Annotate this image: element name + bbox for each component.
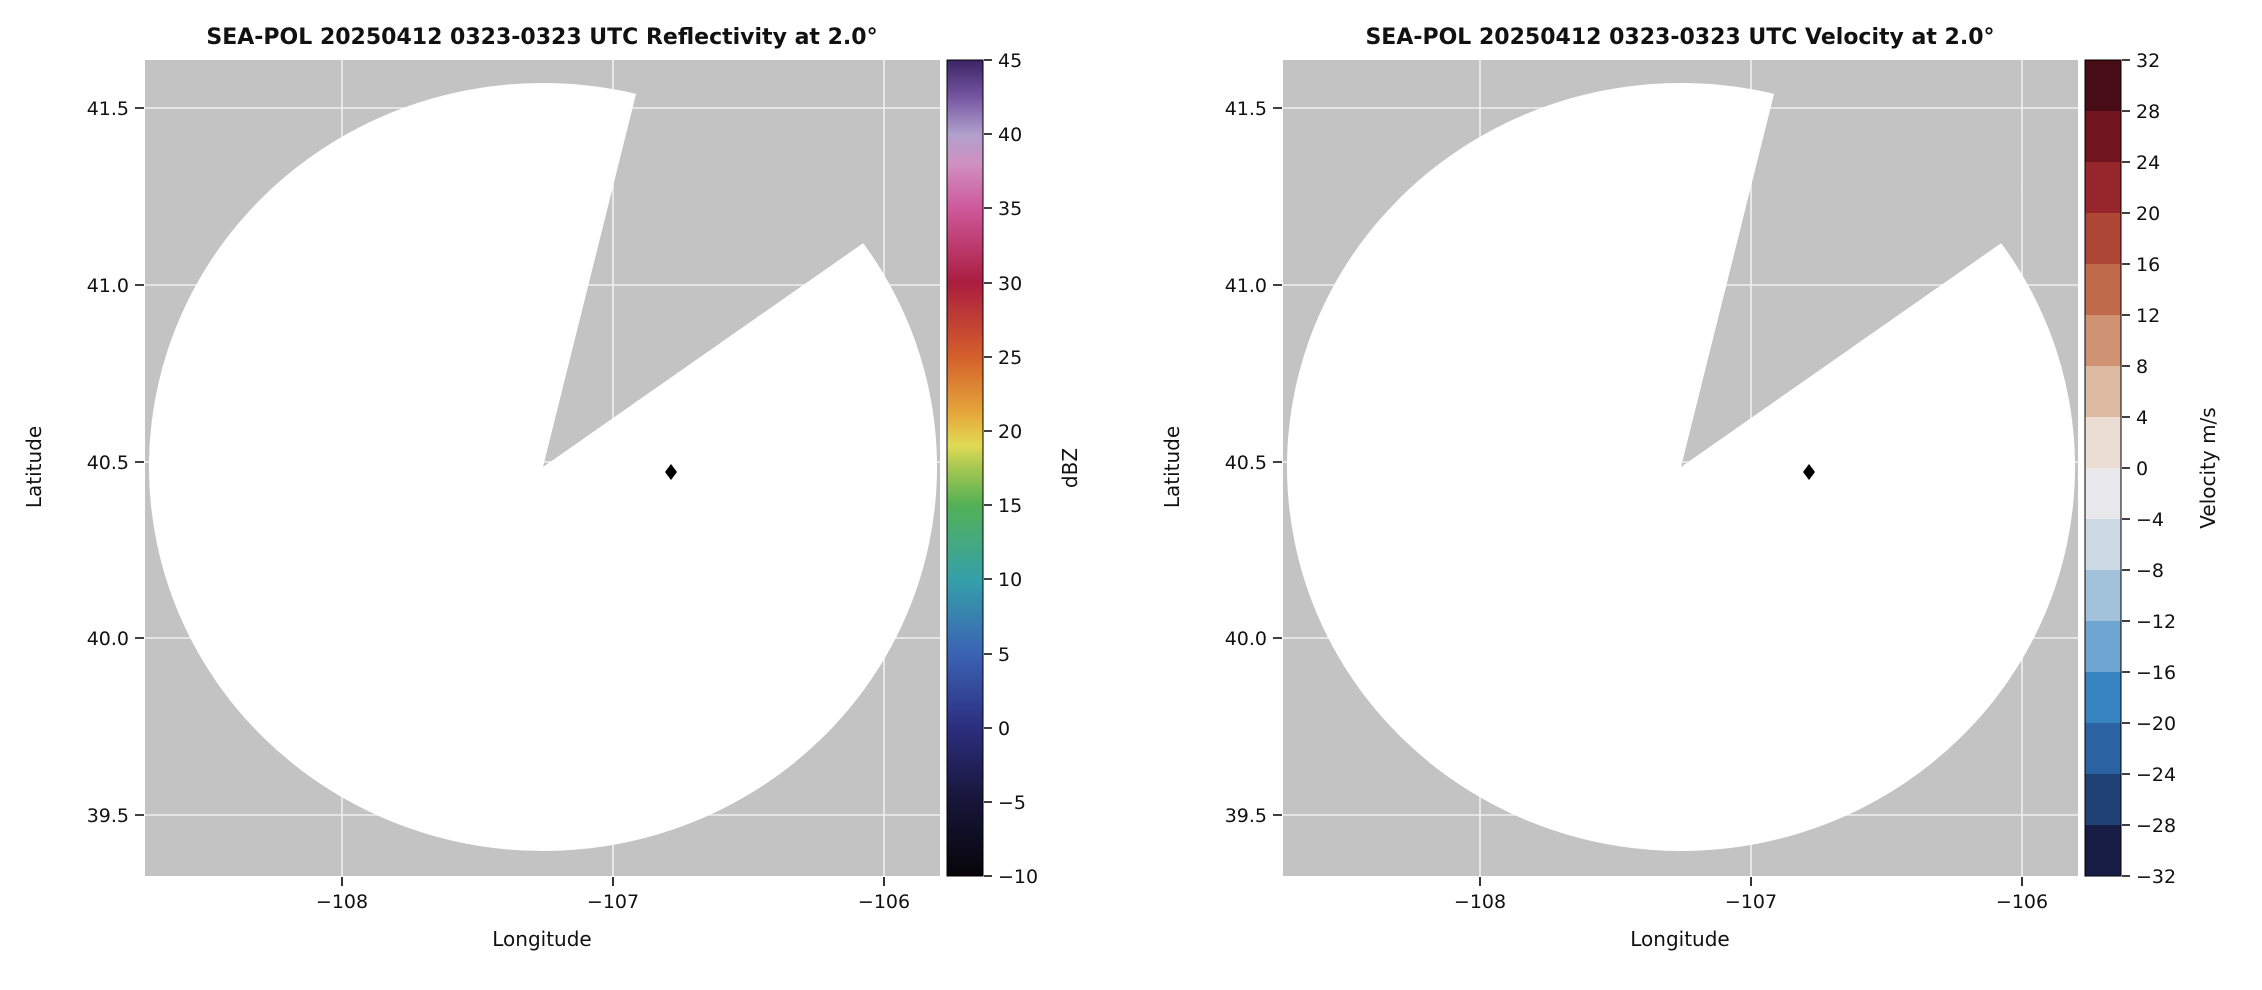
colorbar-tick-label: 0: [998, 718, 1010, 740]
colorbar-tick-marks: [2122, 59, 2130, 877]
colorbar-tick-label: 32: [2136, 50, 2160, 72]
colorbar-tick-label: −12: [2136, 611, 2176, 633]
colorbar-tick-label: 30: [998, 273, 1022, 295]
colorbar-tick-label: −16: [2136, 662, 2176, 684]
colorbar-tick-label: 5: [998, 644, 1010, 666]
x-tick-label: −107: [587, 891, 639, 913]
gridlines: [145, 60, 940, 876]
colorbar-tick-label: 24: [2136, 152, 2160, 174]
plot-title: SEA-POL 20250412 0323-0323 UTC Reflectiv…: [206, 25, 877, 50]
y-tick-marks: [135, 107, 144, 816]
reflectivity-colorbar: [946, 59, 984, 877]
colorbar-tick-label: 8: [2136, 356, 2148, 378]
colorbar-tick-label: 12: [2136, 305, 2160, 327]
velocity-colorbar-segment: [2085, 519, 2121, 570]
x-tick-label: −108: [316, 891, 368, 913]
x-tick-label: −106: [858, 891, 910, 913]
velocity-colorbar-segment: [2085, 60, 2121, 111]
velocity-colorbar-segment: [2085, 111, 2121, 162]
y-tick-label: 39.5: [1225, 805, 1267, 827]
y-tick-label: 40.0: [87, 628, 129, 650]
missing-data-sector: [1681, 60, 2050, 467]
velocity-colorbar-segment: [2085, 366, 2121, 417]
y-tick-label: 41.5: [1225, 98, 1267, 120]
colorbar-tick-marks: [984, 59, 992, 877]
colorbar-tick-label: 0: [2136, 458, 2148, 480]
x-tick-label: −108: [1454, 891, 1506, 913]
colorbar-tick-label: −4: [2136, 509, 2164, 531]
x-axis-label: Longitude: [1630, 927, 1729, 951]
colorbar-tick-label: 16: [2136, 254, 2160, 276]
colorbar-tick-label: 35: [998, 198, 1022, 220]
velocity-colorbar-segment: [2085, 672, 2121, 723]
y-tick-label: 40.5: [87, 452, 129, 474]
colorbar-tick-label: 15: [998, 495, 1022, 517]
missing-data-sector: [543, 60, 912, 467]
y-tick-label: 41.5: [87, 98, 129, 120]
velocity-colorbar-segment: [2085, 213, 2121, 264]
velocity-colorbar-outline: [2084, 59, 2122, 877]
colorbar-tick-label: 20: [2136, 203, 2160, 225]
reflectivity-panel: SEA-POL 20250412 0323-0323 UTC Reflectiv…: [22, 25, 1082, 951]
plot-title: SEA-POL 20250412 0323-0323 UTC Velocity …: [1365, 25, 1994, 50]
x-axis-label: Longitude: [492, 927, 591, 951]
colorbar-tick-label: −28: [2136, 815, 2176, 837]
y-tick-label: 39.5: [87, 805, 129, 827]
y-tick-label: 40.0: [1225, 628, 1267, 650]
radar-site-marker: [1803, 464, 1815, 480]
velocity-colorbar-segment: [2085, 468, 2121, 519]
colorbar-tick-label: −10: [998, 866, 1038, 888]
y-axis-label: Latitude: [1160, 426, 1184, 508]
x-tick-marks: [1479, 877, 2023, 886]
x-tick-label: −106: [1996, 891, 2048, 913]
colorbar-tick-label: 25: [998, 347, 1022, 369]
y-tick-marks: [1273, 107, 1282, 816]
velocity-colorbar-segment: [2085, 774, 2121, 825]
velocity-colorbar-segment: [2085, 723, 2121, 774]
velocity-colorbar-segment: [2085, 315, 2121, 366]
velocity-colorbar-segment: [2085, 825, 2121, 876]
colorbar-tick-label: 45: [998, 50, 1022, 72]
y-tick-label: 40.5: [1225, 452, 1267, 474]
colorbar-tick-label: −5: [998, 792, 1026, 814]
velocity-colorbar: [2084, 59, 2122, 877]
colorbar-tick-label: 28: [2136, 101, 2160, 123]
velocity-colorbar-segment: [2085, 417, 2121, 468]
y-tick-label: 41.0: [87, 275, 129, 297]
colorbar-tick-label: −32: [2136, 866, 2176, 888]
colorbar-tick-label: −20: [2136, 713, 2176, 735]
radar-site-marker: [665, 464, 677, 480]
velocity-colorbar-segment: [2085, 162, 2121, 213]
velocity-colorbar-segment: [2085, 621, 2121, 672]
colorbar-tick-label: 40: [998, 124, 1022, 146]
colorbar-tick-label: 4: [2136, 407, 2148, 429]
colorbar-tick-label: −8: [2136, 560, 2164, 582]
x-tick-marks: [341, 877, 885, 886]
gridlines: [1283, 60, 2078, 876]
colorbar-axis-label: Velocity m/s: [2196, 407, 2220, 528]
y-axis-label: Latitude: [22, 426, 46, 508]
colorbar-tick-label: −24: [2136, 764, 2176, 786]
colorbar-tick-label: 20: [998, 421, 1022, 443]
x-tick-label: −107: [1725, 891, 1777, 913]
velocity-colorbar-segment: [2085, 570, 2121, 621]
velocity-colorbar-segment: [2085, 264, 2121, 315]
velocity-panel: SEA-POL 20250412 0323-0323 UTC Velocity …: [1160, 25, 2220, 951]
colorbar-axis-label: dBZ: [1058, 448, 1082, 488]
colorbar-tick-label: 10: [998, 569, 1022, 591]
y-tick-label: 41.0: [1225, 275, 1267, 297]
